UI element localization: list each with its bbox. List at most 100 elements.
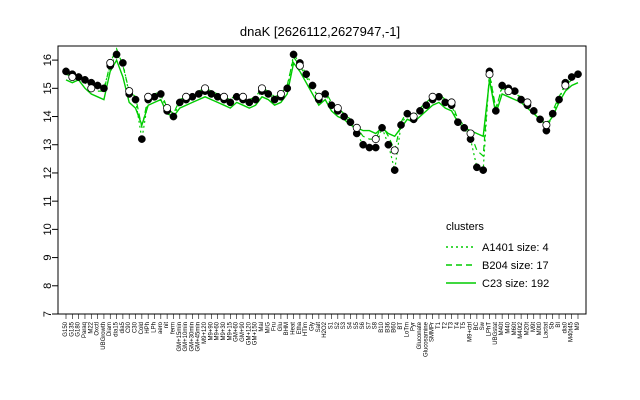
x-tick-label: Oxctl xyxy=(95,322,101,336)
data-point-open xyxy=(485,70,494,79)
y-tick-label: 15 xyxy=(42,82,54,94)
x-tick-label: H2O2 xyxy=(322,321,328,337)
x-tick-label: Cold xyxy=(139,322,145,334)
x-tick-label: M9+90 xyxy=(208,321,214,340)
x-tick-label: Sw xyxy=(480,321,486,330)
legend-label-3: C23 size: 192 xyxy=(482,278,549,290)
data-point xyxy=(390,166,399,174)
x-tick-label: LoTm xyxy=(404,322,410,337)
x-tick-label: B10 xyxy=(379,321,385,332)
data-point-open xyxy=(523,98,532,107)
x-tick-label: M9+ctrl xyxy=(468,322,474,342)
x-tick-label: G135 xyxy=(69,321,75,336)
data-point-open xyxy=(87,84,96,93)
x-tick-label: ferm xyxy=(170,322,176,334)
x-tick-label: GM+150 xyxy=(253,321,259,345)
data-point xyxy=(207,90,216,98)
x-tick-label: GM+90 xyxy=(240,321,246,342)
x-tick-label: LPhT xyxy=(487,322,493,337)
x-tick-label: M9+120 xyxy=(202,321,208,344)
x-tick-label: UBGstat xyxy=(493,322,499,345)
data-point-open xyxy=(447,98,456,107)
data-point-open xyxy=(68,73,77,82)
y-tick-label: 16 xyxy=(42,54,54,66)
x-tick-label: C30 xyxy=(133,321,139,333)
data-point-open xyxy=(144,92,153,101)
x-tick-label: LPh xyxy=(151,322,157,333)
data-point xyxy=(264,90,273,98)
x-tick-label: T1 xyxy=(436,321,442,329)
data-point-open xyxy=(504,87,513,96)
y-tick-label: 7 xyxy=(42,311,54,317)
data-point-open xyxy=(163,104,172,113)
x-tick-label: M9+30 xyxy=(221,321,227,340)
x-tick-label: S3 xyxy=(341,321,347,329)
data-point-open xyxy=(295,61,304,70)
x-tick-label: M40t2 xyxy=(518,321,524,338)
x-tick-label: M40t xyxy=(499,322,505,336)
x-tick-label: M9t xyxy=(531,322,537,332)
x-tick-label: M22 xyxy=(88,321,94,333)
x-tick-label: dia0 xyxy=(562,321,568,333)
chart-title: dnaK [2626112,2627947,-1] xyxy=(240,24,400,39)
data-point xyxy=(308,81,317,90)
x-tick-label: BI xyxy=(556,322,562,328)
data-point-open xyxy=(182,92,191,101)
data-point xyxy=(498,81,506,90)
x-tick-label: GM+10min xyxy=(183,322,189,352)
data-point xyxy=(397,121,405,129)
data-point xyxy=(574,70,582,79)
x-tick-label: Diam xyxy=(107,322,113,336)
x-tick-label: S5 xyxy=(354,321,360,329)
data-point-open xyxy=(314,92,323,101)
x-tick-label: BHM xyxy=(284,322,290,335)
x-tick-label: Heat xyxy=(291,322,297,335)
x-tick-label: Sb xyxy=(550,321,556,329)
data-point-open xyxy=(428,92,437,101)
x-tick-label: C90 xyxy=(126,321,132,333)
x-tick-label: M/G xyxy=(265,322,271,334)
data-point xyxy=(555,95,563,104)
x-tick-label: nit xyxy=(164,322,170,329)
data-point-open xyxy=(238,92,247,101)
legend: clusters A1401 size: 4 B204 size: 17 C23 s… xyxy=(446,221,549,290)
x-tick-label: GM+15min xyxy=(177,322,183,352)
data-point xyxy=(359,140,367,149)
data-point xyxy=(479,166,488,174)
x-tick-label: Pyr xyxy=(411,322,417,331)
data-point xyxy=(460,123,469,132)
x-tick-label: M20t xyxy=(524,322,530,336)
legend-label-1: A1401 size: 4 xyxy=(482,242,549,254)
data-point-open xyxy=(201,84,210,93)
y-tick-label: 13 xyxy=(42,139,54,151)
data-point xyxy=(529,107,538,115)
data-point xyxy=(473,163,481,172)
data-point-open xyxy=(106,58,115,67)
data-point xyxy=(131,95,140,104)
data-point xyxy=(378,123,386,132)
x-tick-label: S2 xyxy=(335,321,341,329)
x-tick-label: Glucosamine xyxy=(423,321,429,357)
x-tick-label: Fru xyxy=(272,322,278,331)
data-point xyxy=(536,115,544,124)
x-tick-label: Lactat xyxy=(543,322,549,339)
x-tick-label: M0t0 xyxy=(537,321,543,335)
data-point-open xyxy=(276,89,285,98)
data-point xyxy=(138,135,146,143)
x-tick-label: GM+60 xyxy=(234,321,240,342)
data-point-open xyxy=(220,92,229,101)
x-tick-label: Gly xyxy=(310,322,316,331)
x-tick-label: S4 xyxy=(347,321,353,329)
data-point xyxy=(548,109,557,118)
x-tick-label: S6 xyxy=(360,321,366,329)
data-point xyxy=(156,90,165,98)
data-point xyxy=(175,98,184,107)
data-point xyxy=(454,118,462,127)
data-point xyxy=(81,76,89,84)
data-point xyxy=(62,67,70,76)
x-tick-label: S7 xyxy=(366,321,372,329)
x-tick-label: HTim xyxy=(303,322,309,336)
data-point xyxy=(567,73,576,81)
x-tick-label: T3 xyxy=(449,321,455,329)
